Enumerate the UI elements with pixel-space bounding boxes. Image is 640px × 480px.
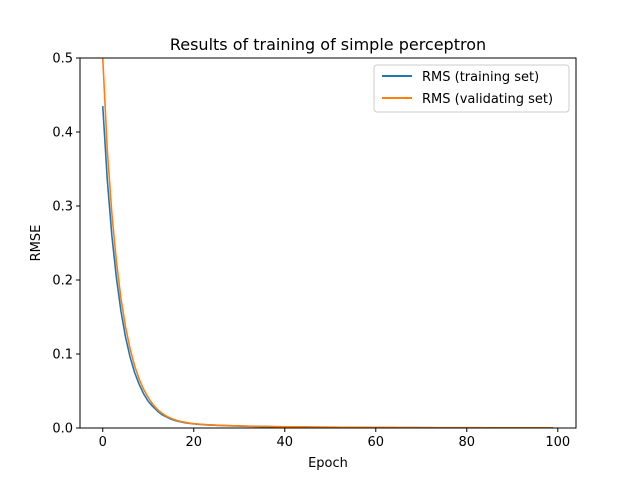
legend-label-training: RMS (training set): [422, 70, 539, 85]
x-tick-label: 20: [185, 435, 202, 450]
x-axis: 0 20 40 60 80 100: [99, 428, 570, 450]
x-axis-label: Epoch: [308, 456, 348, 471]
y-axis-label: RMSE: [29, 225, 44, 262]
y-tick-label: 0.3: [52, 200, 73, 215]
y-tick-label: 0.0: [52, 422, 73, 437]
x-tick-label: 60: [368, 435, 385, 450]
y-tick-label: 0.1: [52, 348, 73, 363]
legend-label-validating: RMS (validating set): [422, 92, 553, 107]
plot-frame: [79, 57, 577, 429]
y-tick-label: 0.5: [52, 52, 73, 67]
x-tick-label: 100: [545, 435, 570, 450]
y-tick-label: 0.2: [52, 274, 73, 289]
y-tick-label: 0.4: [52, 126, 73, 141]
legend-frame: [373, 64, 570, 113]
plot-area: [80, 58, 576, 428]
x-tick-label: 40: [276, 435, 293, 450]
x-tick-label: 0: [99, 435, 107, 450]
y-axis: 0.0 0.1 0.2 0.3 0.4 0.5: [52, 52, 80, 437]
legend: RMS (training set) RMS (validating set): [373, 64, 570, 113]
x-tick-label: 80: [459, 435, 476, 450]
chart-title: Results of training of simple perceptron: [170, 35, 486, 54]
